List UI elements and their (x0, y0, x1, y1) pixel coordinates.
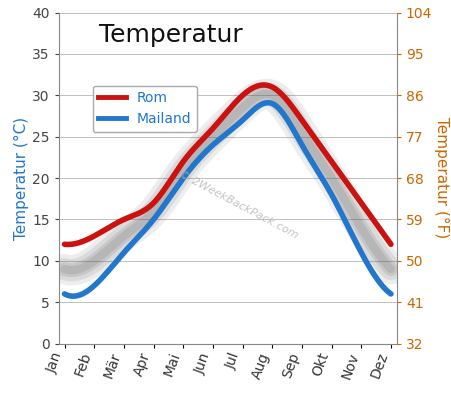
Y-axis label: Temperatur (°C): Temperatur (°C) (14, 116, 29, 240)
Text: © 2WeekBackPack.com: © 2WeekBackPack.com (176, 169, 299, 241)
Y-axis label: Temperatur (°F): Temperatur (°F) (434, 117, 449, 239)
Legend: Rom, Mailand: Rom, Mailand (92, 86, 197, 132)
Text: Temperatur: Temperatur (99, 23, 243, 47)
